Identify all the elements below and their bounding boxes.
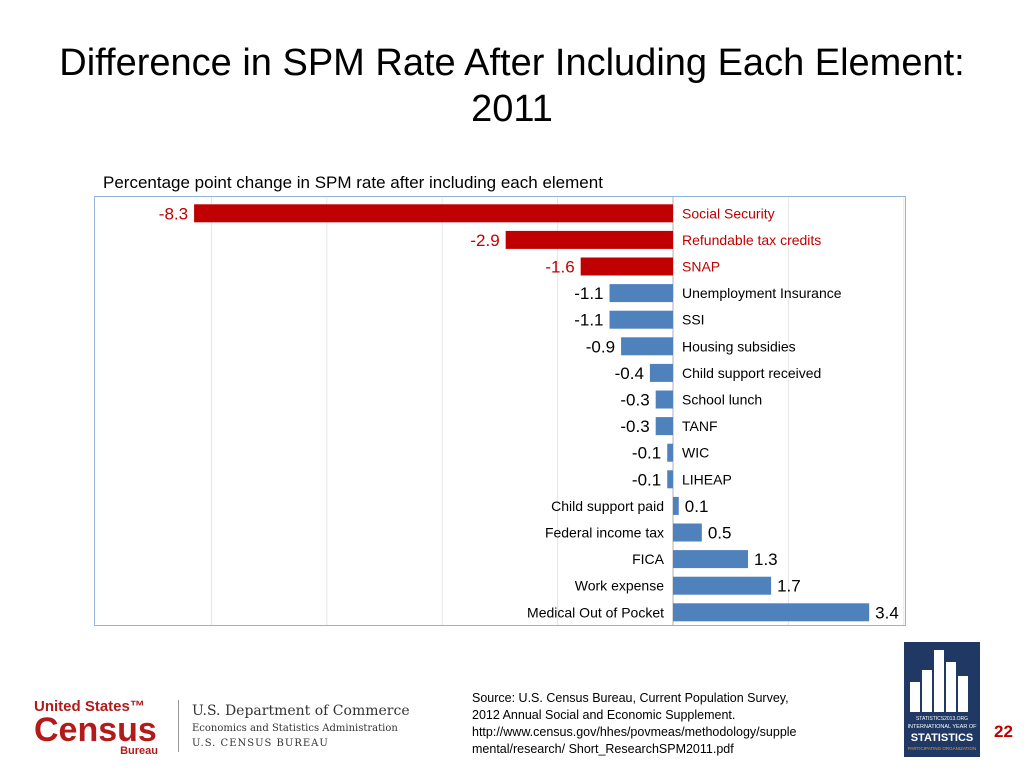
- bar: [505, 230, 673, 249]
- bar: [673, 550, 749, 569]
- value-label: -0.9: [586, 337, 615, 356]
- bar: [667, 443, 673, 462]
- source-line: mental/research/ Short_ResearchSPM2011.p…: [472, 742, 734, 756]
- census-bureau-line: U.S. CENSUS BUREAU: [192, 738, 329, 749]
- category-label: Unemployment Insurance: [682, 285, 842, 301]
- slide-title: Difference in SPM Rate After Including E…: [59, 42, 965, 130]
- bar: [609, 284, 673, 303]
- category-label: Federal income tax: [545, 525, 664, 541]
- bar: [649, 363, 673, 382]
- category-label: WIC: [682, 445, 709, 461]
- bar: [673, 523, 702, 542]
- value-label: 0.1: [685, 497, 709, 516]
- census-logo-word: Census: [34, 711, 157, 749]
- category-label: Work expense: [575, 578, 664, 594]
- category-label: SSI: [682, 312, 705, 328]
- value-label: -0.3: [620, 417, 649, 436]
- page-number: 22: [994, 722, 1013, 741]
- category-label: FICA: [632, 551, 665, 567]
- category-label: Medical Out of Pocket: [527, 604, 664, 620]
- chart-subtitle: Percentage point change in SPM rate afte…: [103, 173, 603, 192]
- source-note: Source: U.S. Census Bureau, Current Popu…: [472, 690, 852, 758]
- category-label: TANF: [682, 418, 718, 434]
- bar: [655, 390, 673, 409]
- category-label: Housing subsidies: [682, 338, 796, 354]
- statistics-year-logo: STATISTICS2013.ORG INTERNATIONAL YEAR OF…: [904, 642, 980, 757]
- stats-logo-word: STATISTICS: [911, 732, 974, 744]
- commerce-department-text: U.S. Department of Commerce Economics an…: [192, 703, 410, 749]
- value-label: -1.1: [574, 311, 603, 330]
- category-label: LIHEAP: [682, 471, 732, 487]
- value-label: -2.9: [470, 231, 499, 250]
- plot-border: [94, 196, 906, 626]
- category-label: Refundable tax credits: [682, 232, 821, 248]
- bar: [673, 496, 679, 515]
- source-line: 2012 Annual Social and Economic Suppleme…: [472, 708, 736, 722]
- bar: [667, 470, 673, 489]
- value-label: 3.4: [875, 603, 899, 622]
- category-label: School lunch: [682, 392, 762, 408]
- category-label: Child support paid: [551, 498, 664, 514]
- bar: [655, 417, 673, 436]
- stats-logo-url: STATISTICS2013.ORG: [916, 716, 968, 722]
- category-label: Child support received: [682, 365, 821, 381]
- logo-divider: [178, 700, 179, 752]
- value-label: 1.3: [754, 550, 778, 569]
- value-label: -0.4: [615, 364, 644, 383]
- bar: [673, 576, 772, 595]
- bar: [609, 310, 673, 329]
- bar: [673, 603, 870, 622]
- category-label: Social Security: [682, 205, 775, 221]
- value-label: 1.7: [777, 577, 801, 596]
- value-label: -0.1: [632, 470, 661, 489]
- commerce-line: U.S. Department of Commerce: [192, 703, 410, 719]
- source-line: http://www.census.gov/hhes/povmeas/metho…: [472, 725, 797, 739]
- value-label: -8.3: [159, 204, 188, 223]
- esa-line: Economics and Statistics Administration: [192, 723, 398, 734]
- census-bureau-logo: United States™ Census Bureau: [34, 698, 158, 757]
- bar: [621, 337, 673, 356]
- bar: [580, 257, 673, 276]
- census-logo-bureau: Bureau: [120, 745, 158, 757]
- stats-logo-tagline: PARTICIPATING ORGANIZATION: [908, 746, 977, 751]
- stats-logo-line: INTERNATIONAL YEAR OF: [908, 724, 978, 730]
- value-label: 0.5: [708, 524, 732, 543]
- value-label: -1.6: [545, 258, 574, 277]
- value-label: -0.1: [632, 444, 661, 463]
- spm-bar-chart: -8.3 Social Security -2.9 Refundable tax cr…: [94, 196, 906, 626]
- source-line: Source: U.S. Census Bureau, Current Popu…: [472, 691, 789, 705]
- value-label: -1.1: [574, 284, 603, 303]
- census-logo-us-text: United States™: [34, 698, 145, 715]
- category-label: SNAP: [682, 259, 720, 275]
- value-label: -0.3: [620, 391, 649, 410]
- bar: [194, 204, 673, 223]
